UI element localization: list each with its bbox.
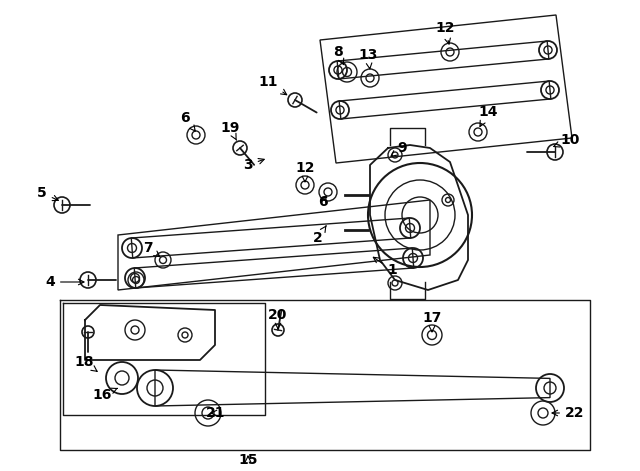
Text: 7: 7 [143,241,160,257]
Text: 17: 17 [422,311,442,332]
Text: 11: 11 [259,75,287,95]
Text: 14: 14 [478,105,498,127]
Text: 19: 19 [220,121,240,140]
Text: 6: 6 [318,195,328,209]
Text: 10: 10 [554,133,580,147]
Text: 8: 8 [333,45,344,65]
Text: 2: 2 [313,226,326,245]
Text: 12: 12 [295,161,315,182]
Text: 18: 18 [74,355,97,371]
Text: 5: 5 [37,186,58,201]
Text: 6: 6 [180,111,195,131]
Text: 20: 20 [268,308,288,329]
Text: 1: 1 [373,257,397,277]
Text: 22: 22 [552,406,584,420]
Text: 12: 12 [435,21,455,44]
Text: 13: 13 [358,48,378,69]
Text: 9: 9 [391,141,407,156]
Text: 4: 4 [45,275,84,289]
Text: 15: 15 [238,453,258,467]
Text: 16: 16 [92,388,117,402]
Text: 21: 21 [205,406,225,420]
Text: 3: 3 [243,158,264,172]
